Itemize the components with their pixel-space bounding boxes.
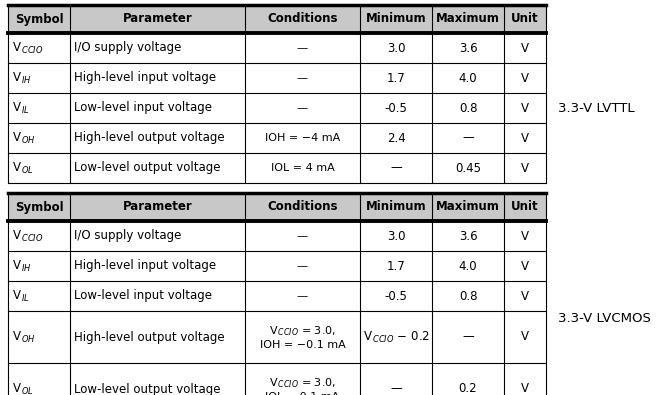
Bar: [360, 193, 432, 221]
Text: V: V: [521, 102, 529, 115]
Text: IOH = −4 mA: IOH = −4 mA: [265, 133, 340, 143]
Bar: [245, 193, 360, 221]
Text: Minimum: Minimum: [366, 201, 426, 214]
Text: 1.7: 1.7: [386, 71, 405, 85]
Bar: [245, 5, 360, 33]
Text: Low-level output voltage: Low-level output voltage: [74, 382, 221, 395]
Text: V$_{\/CCIO}$ − 0.2: V$_{\/CCIO}$ − 0.2: [363, 329, 429, 344]
Text: I/O supply voltage: I/O supply voltage: [74, 229, 181, 243]
Text: V: V: [521, 229, 529, 243]
Text: V$_{\/IL}$: V$_{\/IL}$: [12, 100, 30, 116]
Text: -0.5: -0.5: [384, 290, 407, 303]
Text: Minimum: Minimum: [366, 13, 426, 26]
Text: High-level input voltage: High-level input voltage: [74, 71, 216, 85]
Text: 3.0: 3.0: [386, 41, 405, 55]
Text: 4.0: 4.0: [459, 71, 477, 85]
Bar: [504, 5, 546, 33]
Text: Low-level input voltage: Low-level input voltage: [74, 290, 212, 303]
Text: —: —: [297, 261, 308, 271]
Text: V$_{\/CCIO}$ = 3.0,
IOH = −0.1 mA: V$_{\/CCIO}$ = 3.0, IOH = −0.1 mA: [260, 324, 346, 350]
Text: -0.5: -0.5: [384, 102, 407, 115]
Text: 0.8: 0.8: [459, 290, 477, 303]
Text: V$_{\/CCIO}$: V$_{\/CCIO}$: [12, 228, 44, 244]
Text: Low-level input voltage: Low-level input voltage: [74, 102, 212, 115]
Bar: [360, 5, 432, 33]
Bar: [8, 153, 546, 183]
Text: V: V: [521, 290, 529, 303]
Text: I/O supply voltage: I/O supply voltage: [74, 41, 181, 55]
Text: Low-level output voltage: Low-level output voltage: [74, 162, 221, 175]
Text: —: —: [297, 73, 308, 83]
Text: 4.0: 4.0: [459, 260, 477, 273]
Text: V$_{\/CCIO}$ = 3.0,
IOL = 0.1 mA: V$_{\/CCIO}$ = 3.0, IOL = 0.1 mA: [265, 376, 340, 395]
Text: 3.3-V LVCMOS: 3.3-V LVCMOS: [558, 312, 651, 325]
Text: V$_{\/OH}$: V$_{\/OH}$: [12, 130, 36, 145]
Bar: [8, 123, 546, 153]
Bar: [8, 363, 546, 395]
Text: V$_{\/IH}$: V$_{\/IH}$: [12, 258, 32, 274]
Bar: [8, 93, 546, 123]
Text: V: V: [521, 260, 529, 273]
Text: —: —: [462, 331, 474, 344]
Bar: [432, 5, 504, 33]
Text: Maximum: Maximum: [436, 201, 500, 214]
Text: Unit: Unit: [511, 13, 539, 26]
Text: V: V: [521, 162, 529, 175]
Text: High-level output voltage: High-level output voltage: [74, 331, 225, 344]
Text: V$_{\/OL}$: V$_{\/OL}$: [12, 382, 34, 395]
Text: IOL = 4 mA: IOL = 4 mA: [270, 163, 334, 173]
Text: Conditions: Conditions: [267, 13, 338, 26]
Text: V$_{\/CCIO}$: V$_{\/CCIO}$: [12, 40, 44, 56]
Text: 0.45: 0.45: [455, 162, 481, 175]
Text: —: —: [297, 231, 308, 241]
Text: High-level output voltage: High-level output voltage: [74, 132, 225, 145]
Text: 3.6: 3.6: [459, 41, 477, 55]
Text: 3.0: 3.0: [386, 229, 405, 243]
Text: 0.8: 0.8: [459, 102, 477, 115]
Text: Parameter: Parameter: [123, 13, 193, 26]
Text: 3.6: 3.6: [459, 229, 477, 243]
Text: —: —: [297, 291, 308, 301]
Text: Conditions: Conditions: [267, 201, 338, 214]
Text: V: V: [521, 132, 529, 145]
Bar: [70, 193, 245, 221]
Text: V: V: [521, 382, 529, 395]
Text: V: V: [521, 71, 529, 85]
Bar: [70, 5, 245, 33]
Text: High-level input voltage: High-level input voltage: [74, 260, 216, 273]
Bar: [8, 251, 546, 281]
Text: V: V: [521, 331, 529, 344]
Text: Parameter: Parameter: [123, 201, 193, 214]
Bar: [8, 5, 70, 33]
Text: —: —: [297, 43, 308, 53]
Bar: [432, 193, 504, 221]
Text: V: V: [521, 41, 529, 55]
Text: —: —: [462, 132, 474, 145]
Text: —: —: [390, 382, 402, 395]
Bar: [504, 193, 546, 221]
Text: V$_{\/IH}$: V$_{\/IH}$: [12, 70, 32, 86]
Text: Symbol: Symbol: [15, 13, 63, 26]
Text: —: —: [390, 162, 402, 175]
Text: Symbol: Symbol: [15, 201, 63, 214]
Bar: [8, 281, 546, 311]
Text: 3.3-V LVTTL: 3.3-V LVTTL: [558, 102, 635, 115]
Bar: [8, 311, 546, 363]
Bar: [8, 221, 546, 251]
Text: 0.2: 0.2: [459, 382, 477, 395]
Text: 1.7: 1.7: [386, 260, 405, 273]
Bar: [8, 193, 70, 221]
Text: V$_{\/OL}$: V$_{\/OL}$: [12, 160, 34, 175]
Text: Unit: Unit: [511, 201, 539, 214]
Text: 2.4: 2.4: [386, 132, 405, 145]
Bar: [8, 33, 546, 63]
Text: Maximum: Maximum: [436, 13, 500, 26]
Bar: [8, 63, 546, 93]
Text: V$_{\/OH}$: V$_{\/OH}$: [12, 329, 36, 344]
Text: —: —: [297, 103, 308, 113]
Text: V$_{\/IL}$: V$_{\/IL}$: [12, 288, 30, 303]
